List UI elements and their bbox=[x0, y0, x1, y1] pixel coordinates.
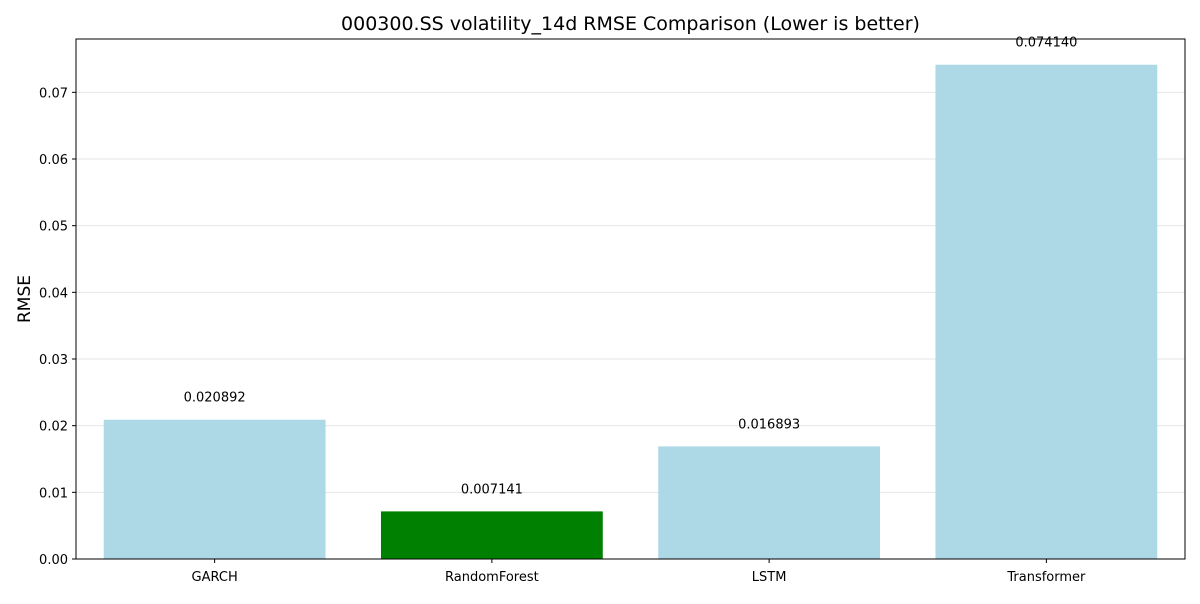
y-tick-label: 0.00 bbox=[39, 553, 68, 568]
y-tick-label: 0.03 bbox=[39, 353, 68, 368]
x-tick-label: LSTM bbox=[752, 570, 787, 585]
bar-garch[interactable] bbox=[103, 419, 326, 559]
chart-title: 000300.SS volatility_14d RMSE Comparison… bbox=[341, 13, 920, 35]
bar-randomforest[interactable] bbox=[380, 511, 603, 559]
data-label: 0.007141 bbox=[461, 482, 523, 497]
bar-lstm[interactable] bbox=[658, 446, 881, 559]
bar-transformer[interactable] bbox=[935, 64, 1158, 559]
data-labels: 0.020892 0.007141 0.016893 0.074140 bbox=[184, 36, 1078, 498]
y-tick-label: 0.02 bbox=[39, 420, 68, 435]
plot-frame bbox=[75, 38, 1186, 560]
y-axis-label: RMSE bbox=[15, 275, 35, 323]
y-tick-label: 0.01 bbox=[39, 486, 68, 501]
data-label: 0.020892 bbox=[184, 391, 246, 406]
x-axis-ticks: GARCH RandomForest LSTM Transformer bbox=[192, 559, 1086, 585]
y-tick-label: 0.04 bbox=[39, 286, 68, 301]
data-label: 0.074140 bbox=[1015, 36, 1077, 51]
x-tick-label: Transformer bbox=[1006, 570, 1086, 585]
x-tick-label: GARCH bbox=[192, 570, 238, 585]
y-axis-ticks: 0.00 0.01 0.02 0.03 0.04 0.05 0.06 0.07 bbox=[39, 86, 76, 568]
x-tick-label: RandomForest bbox=[445, 570, 539, 585]
y-tick-label: 0.05 bbox=[39, 220, 68, 235]
bars bbox=[103, 64, 1158, 559]
y-tick-label: 0.06 bbox=[39, 153, 68, 168]
data-label: 0.016893 bbox=[738, 417, 800, 432]
y-tick-label: 0.07 bbox=[39, 86, 68, 101]
